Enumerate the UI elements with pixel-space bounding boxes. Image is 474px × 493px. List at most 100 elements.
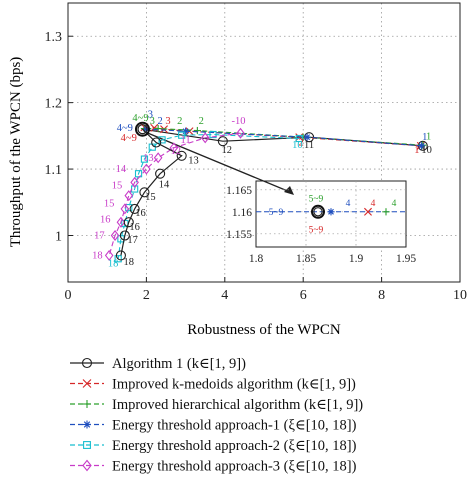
point-label: 10	[292, 140, 303, 151]
data-point	[119, 230, 130, 241]
point-label: 18	[124, 257, 135, 268]
data-point	[153, 152, 163, 164]
data-point	[104, 249, 114, 261]
y-tick-label: 1.1	[45, 163, 63, 178]
data-point	[303, 133, 311, 141]
inset-tick-label-x: 1.9	[349, 253, 364, 265]
point-label: 15	[104, 199, 115, 210]
inset-data-point	[313, 207, 323, 217]
inset-tick-label-y: 1.165	[226, 185, 252, 197]
inset-tick-label-y: 1.155	[226, 229, 252, 241]
legend-label: Energy threshold approach-1 (ξ∈[10, 18])	[112, 418, 357, 434]
series-layer	[104, 121, 428, 263]
point-label: 15	[145, 192, 156, 203]
data-point	[151, 137, 162, 148]
point-label: 11	[181, 135, 191, 146]
legend-marker	[83, 441, 91, 449]
point-label: 15	[112, 181, 123, 192]
legend-label: Energy threshold approach-3 (ξ∈[10, 18])	[112, 459, 357, 475]
data-point	[295, 134, 303, 143]
legend-entry-0: Algorithm 1 (k∈[1, 9])	[70, 356, 246, 372]
data-point	[115, 250, 126, 261]
point-label: 14	[116, 164, 127, 175]
point-label: 2	[177, 116, 182, 127]
series-line	[144, 126, 421, 147]
point-label: 2	[299, 138, 304, 149]
legend-label: Improved k-medoids algorithm (k∈[1, 9])	[112, 377, 356, 393]
series-line	[146, 128, 422, 147]
y-tick-label: 1.2	[45, 97, 63, 112]
data-point	[236, 127, 245, 139]
point-label: 16	[100, 215, 111, 226]
point-label: 14	[159, 179, 170, 190]
data-point	[417, 142, 426, 150]
zoom-arrow-head	[284, 186, 294, 195]
data-point	[155, 168, 166, 179]
data-point	[142, 163, 151, 175]
data-point	[110, 230, 120, 241]
point-label: 1	[426, 132, 431, 143]
point-label: 16	[135, 208, 146, 219]
inset-data-point	[327, 208, 335, 216]
point-label: 3	[148, 110, 153, 121]
legend-marker	[82, 379, 92, 388]
point-label: 2	[157, 116, 162, 127]
inset-point-label: 5~9	[269, 208, 284, 218]
inset-point-label: 4	[392, 199, 397, 209]
data-point	[169, 142, 179, 154]
point-label: 10	[421, 145, 432, 156]
zoom-arrow-line	[146, 131, 291, 193]
point-label: 1	[414, 145, 419, 156]
point-label: 4~9	[121, 133, 137, 144]
legend-entry-3: Energy threshold approach-1 (ξ∈[10, 18])	[70, 418, 357, 434]
inset-point-label: 4	[371, 199, 376, 209]
x-tick-label: 4	[221, 288, 228, 303]
y-axis-label: Throughput of the WPCN (bps)	[8, 57, 24, 248]
point-label: 16	[129, 222, 140, 233]
zoom-arrow	[146, 131, 294, 195]
data-point	[129, 203, 140, 214]
inset-highlight-circle	[311, 204, 325, 219]
x-axis-label: Robustness of the WPCN	[187, 322, 341, 338]
x-tick-label: 2	[143, 288, 150, 303]
point-label: 12	[171, 146, 182, 157]
legend-entry-1: Improved k-medoids algorithm (k∈[1, 9])	[70, 377, 356, 393]
series-line	[108, 132, 241, 256]
y-tick-label: 1	[55, 230, 62, 245]
point-label: 2	[199, 116, 204, 127]
data-point	[193, 126, 201, 135]
inset-point-label: 5~9	[309, 195, 324, 205]
series-5	[104, 127, 245, 261]
point-label: -10	[232, 116, 246, 127]
point-label: 4~9	[117, 123, 133, 134]
x-tick-label: 8	[378, 288, 385, 303]
inset-plot: 1.8 1.85 1.9 1.95 1.155 1.16 1.165 5~9 5~9 5~9 4 4 4	[226, 180, 416, 265]
data-point	[150, 123, 159, 132]
data-point	[178, 131, 186, 139]
legend-label: Algorithm 1 (k∈[1, 9])	[112, 356, 246, 372]
data-point	[158, 136, 166, 144]
plot-frame	[67, 2, 461, 283]
data-point	[134, 170, 143, 178]
data-point	[140, 155, 149, 163]
point-label: 13	[143, 153, 154, 164]
data-point	[209, 130, 217, 139]
point-label: 18	[108, 258, 119, 269]
data-point	[120, 203, 130, 215]
x-tick-label: 6	[300, 288, 307, 303]
data-point	[154, 124, 162, 133]
point-label: 18	[92, 250, 103, 261]
legend-entry-2: Improved hierarchical algorithm (k∈[1, 9…	[70, 397, 363, 413]
point-label: 13	[188, 155, 199, 166]
legend-entry-4: Energy threshold approach-2 (ξ∈[10, 18])	[70, 438, 357, 454]
inset-point-label: 5~9	[309, 225, 324, 235]
data-point	[124, 190, 134, 202]
legend-marker	[81, 357, 93, 369]
legend-marker	[82, 459, 92, 472]
legend-marker	[83, 420, 91, 429]
legend-entry-5: Energy threshold approach-3 (ξ∈[10, 18])	[70, 459, 357, 475]
data-point	[139, 187, 150, 198]
